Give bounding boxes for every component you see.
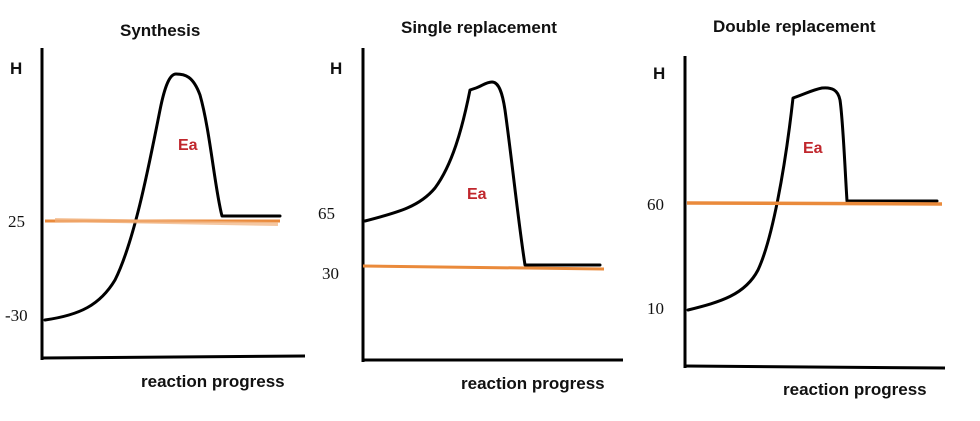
synthesis-title: Synthesis bbox=[120, 21, 200, 40]
double-replacement-ea-label: Ea bbox=[803, 140, 823, 157]
double-replacement-y-axis-label: H bbox=[653, 64, 665, 83]
double-replacement-energy-curve bbox=[686, 86, 939, 312]
single-replacement-ea-label: Ea bbox=[467, 186, 487, 203]
double-replacement-x-axis-label: reaction progress bbox=[783, 380, 927, 399]
single-replacement-energy-curve bbox=[363, 80, 602, 267]
synthesis-reactant-tick: -30 bbox=[5, 306, 28, 325]
single-replacement-product-energy-line bbox=[362, 264, 605, 271]
double-replacement-diagram: Double replacement H 60 10 Ea reaction p… bbox=[647, 17, 946, 399]
single-replacement-reactant-tick: 65 bbox=[318, 204, 335, 223]
synthesis-y-axis-label: H bbox=[10, 59, 22, 78]
synthesis-ea-label: Ea bbox=[178, 137, 198, 154]
single-replacement-diagram: Single replacement H 65 30 Ea reaction p… bbox=[318, 18, 623, 393]
synthesis-energy-curve bbox=[43, 72, 282, 322]
double-replacement-product-energy-line bbox=[686, 201, 943, 206]
single-replacement-y-axis-label: H bbox=[330, 59, 342, 78]
double-replacement-reactant-tick: 10 bbox=[647, 299, 664, 318]
double-replacement-product-tick: 60 bbox=[647, 195, 664, 214]
single-replacement-x-axis-label: reaction progress bbox=[461, 374, 605, 393]
single-replacement-product-tick: 30 bbox=[322, 264, 339, 283]
synthesis-product-energy-line-smudge bbox=[54, 218, 279, 226]
synthesis-x-axis bbox=[41, 354, 306, 360]
synthesis-diagram: Synthesis H 25 -30 Ea reaction progress bbox=[5, 21, 306, 391]
double-replacement-title: Double replacement bbox=[713, 17, 876, 36]
synthesis-x-axis-label: reaction progress bbox=[141, 372, 285, 391]
single-replacement-title: Single replacement bbox=[401, 18, 557, 37]
double-replacement-x-axis bbox=[684, 364, 946, 370]
synthesis-product-tick: 25 bbox=[8, 212, 25, 231]
